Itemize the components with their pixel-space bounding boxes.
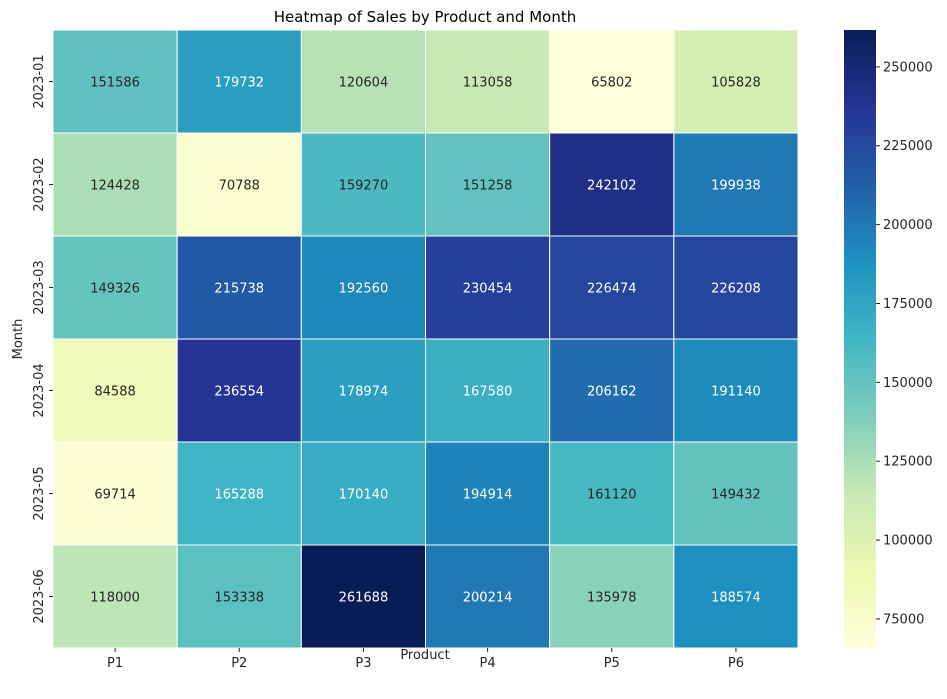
cell-value-label: 151258 — [463, 179, 513, 194]
heatmap-cell — [300, 441, 427, 546]
cell-value-label: 84588 — [94, 385, 135, 400]
cell-value-label: 261688 — [339, 591, 389, 606]
colorbar — [844, 30, 876, 648]
cell-value-label: 199938 — [711, 179, 761, 194]
x-tick-label: P4 — [480, 656, 496, 671]
heatmap-cell — [673, 29, 799, 134]
cell-value-label: 149432 — [711, 488, 761, 503]
cell-value-label: 226208 — [711, 282, 761, 297]
cell-value-label: 165288 — [214, 488, 264, 503]
heatmap-cell — [673, 132, 799, 237]
heatmap-cell — [549, 544, 675, 649]
heatmap-cell — [176, 235, 302, 340]
x-axis-label: Product — [400, 648, 449, 663]
heatmap-cell — [425, 338, 551, 443]
y-tick-label: 2023-04 — [32, 363, 47, 417]
chart-title: Heatmap of Sales by Product and Month — [274, 8, 576, 26]
cell-value-label: 215738 — [214, 282, 264, 297]
heatmap-cell — [300, 235, 427, 340]
colorbar-tick-label: 200000 — [883, 218, 933, 233]
cell-value-label: 236554 — [214, 385, 264, 400]
colorbar-tick-label: 75000 — [883, 612, 924, 627]
cell-value-label: 153338 — [214, 591, 264, 606]
colorbar-tick-label: 225000 — [883, 139, 933, 154]
cell-value-label: 192560 — [339, 282, 389, 297]
cell-value-label: 167580 — [463, 385, 513, 400]
cell-value-label: 135978 — [587, 591, 637, 606]
colorbar-tick-label: 175000 — [883, 297, 933, 312]
cell-value-label: 70788 — [219, 179, 260, 194]
cell-value-label: 226474 — [587, 282, 637, 297]
y-tick-label: 2023-02 — [32, 157, 47, 211]
cell-value-label: 170140 — [339, 488, 389, 503]
y-axis-label: Month — [11, 319, 26, 360]
cell-value-label: 194914 — [463, 488, 513, 503]
y-tick-label: 2023-01 — [32, 54, 47, 108]
cell-value-label: 179732 — [214, 76, 264, 91]
cell-value-label: 230454 — [463, 282, 513, 297]
heatmap-cell — [425, 441, 551, 546]
x-tick-label: P1 — [107, 656, 123, 671]
heatmap-cell — [300, 29, 427, 134]
cell-value-label: 161120 — [587, 488, 637, 503]
cell-value-label: 149326 — [90, 282, 140, 297]
cell-value-label: 242102 — [587, 179, 637, 194]
cell-value-label: 69714 — [94, 488, 135, 503]
heatmap-cell — [673, 235, 799, 340]
cell-value-label: 178974 — [339, 385, 389, 400]
y-tick-label: 2023-06 — [32, 569, 47, 623]
heatmap-cell — [673, 441, 799, 546]
heatmap-cell — [673, 338, 799, 443]
x-tick-label: P3 — [355, 656, 371, 671]
heatmap-cell — [673, 544, 799, 649]
heatmap-cell — [300, 338, 427, 443]
heatmap-cell — [52, 235, 178, 340]
y-tick-label: 2023-03 — [32, 260, 47, 314]
heatmap-cell — [52, 441, 178, 546]
y-tick-label: 2023-05 — [32, 466, 47, 520]
colorbar-tick-label: 150000 — [883, 376, 933, 391]
cell-value-label: 159270 — [339, 179, 389, 194]
cell-value-label: 120604 — [339, 76, 389, 91]
heatmap-cell — [549, 441, 675, 546]
heatmap-cell — [549, 235, 675, 340]
colorbar-tick-label: 100000 — [883, 534, 933, 549]
heatmap-cell — [425, 235, 551, 340]
cell-value-label: 105828 — [711, 76, 761, 91]
cell-value-label: 113058 — [463, 76, 513, 91]
cell-value-label: 118000 — [90, 591, 140, 606]
cell-value-label: 206162 — [587, 385, 637, 400]
x-tick-label: P6 — [728, 656, 744, 671]
heatmap-cell — [52, 29, 178, 134]
colorbar-tick-label: 125000 — [883, 455, 933, 470]
heatmap-cell — [176, 29, 302, 134]
heatmap-cell — [425, 29, 551, 134]
colorbar-tick-label: 250000 — [883, 60, 933, 75]
heatmap-cell — [425, 132, 551, 237]
cell-value-label: 151586 — [90, 76, 140, 91]
cell-value-label: 200214 — [463, 591, 513, 606]
heatmap-cell — [549, 29, 675, 134]
cell-value-label: 188574 — [711, 591, 761, 606]
x-tick-label: P2 — [231, 656, 247, 671]
x-tick-label: P5 — [604, 656, 620, 671]
cell-value-label: 124428 — [90, 179, 140, 194]
heatmap-cell — [176, 132, 302, 237]
heatmap-cell — [52, 544, 178, 649]
heatmap-cell — [549, 338, 675, 443]
heatmap-cell — [52, 338, 178, 443]
heatmap-cell — [176, 338, 302, 443]
cell-value-label: 191140 — [711, 385, 761, 400]
cell-value-label: 65802 — [591, 76, 632, 91]
